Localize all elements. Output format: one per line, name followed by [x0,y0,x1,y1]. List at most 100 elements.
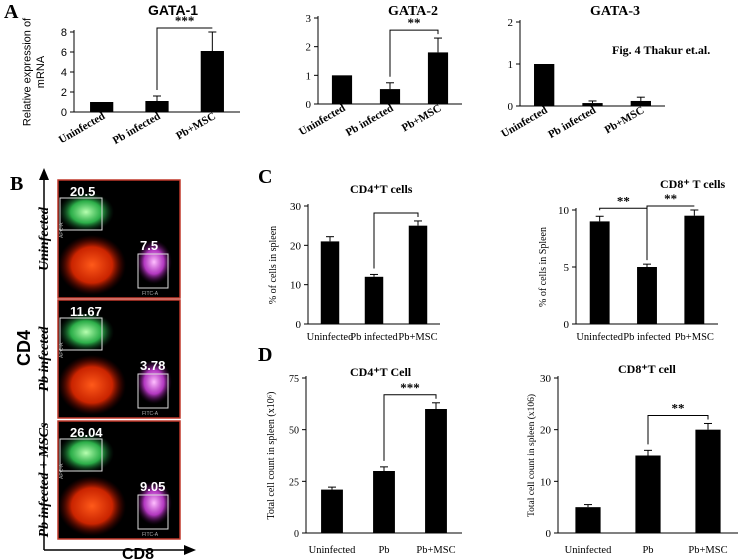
bar [684,215,705,324]
panel-label-c: C [258,166,272,188]
y-tick-label: 30 [540,373,552,385]
flow-y-axis-label: CD4 [14,330,34,366]
y-tick-label: 2 [306,42,312,54]
flow-cd4-population [58,433,114,473]
y-tick-label: 20 [540,425,552,437]
flow-gate-axis-x: FITC-A [142,411,159,417]
chart-cd8_pct: CD8⁺ T cells 0 5 10 % of cells in Spleen Unin… [538,177,726,343]
chart-title: CD8⁺T cell [618,362,676,376]
category-label: Pb infected [546,104,598,141]
category-label: Pb [378,545,389,556]
flow-plot: 20.5 7.5 APC-A FITC-A Uninfected [37,179,181,299]
bar [589,221,610,324]
bar [695,429,721,533]
flow-gate-axis-x: FITC-A [142,532,159,538]
significance-label: ** [408,15,421,30]
y-tick-label: 2 [508,17,514,29]
flow-row-label: Pb infected + MSCs [37,422,52,537]
significance-label: *** [400,380,420,395]
y-tick-label: 0 [546,528,552,540]
y-tick-label: 10 [290,280,302,292]
chart-title: CD8⁺ T cells [660,177,726,191]
chart-title: CD4⁺T Cell [350,365,412,379]
y-axis-label: % of cells in Spleen [538,227,549,307]
bar [321,489,343,533]
flow-gate-axis-y: APC-A [59,342,65,358]
y-tick-label: 10 [540,476,552,488]
bar [534,64,555,106]
flow-cd4-percent: 11.67 [70,304,102,319]
chart-title: CD4⁺T cells [350,182,413,196]
flow-y-arrow-icon [39,168,49,180]
bar [200,51,224,112]
flow-cd4-percent: 20.5 [70,184,95,199]
bar [575,507,601,533]
flow-plot: 26.04 9.05 APC-A FITC-A Pb infected + MSCs [37,420,181,540]
flow-cd4-percent: 26.04 [70,425,103,440]
bar [331,75,353,104]
category-label: Pb+MSC [688,545,727,556]
significance-label: ** [672,400,685,415]
category-label: Pb [642,545,653,556]
category-label: Pb+MSC [400,102,444,134]
flow-cd8-gate [137,253,169,289]
category-label: Pb infected [623,332,671,343]
bar [373,471,395,533]
y-tick-label: 10 [558,205,570,217]
flow-cd8-gate [137,373,169,409]
y-tick-label: 50 [289,426,299,437]
significance-bracket [383,394,437,461]
chart-cd4_count: CD4⁺T Cell 0 25 50 75 Total cell count in spl… [266,365,462,556]
flow-cytometry-panel: CD4 CD8 20.5 7.5 APC-A FITC-A Uninfected 11.6… [14,168,196,560]
y-axis-label: % of cells in spleen [268,226,279,304]
bar [427,52,449,104]
significance-label: *** [175,13,195,28]
bar [320,241,340,324]
flow-cd4-gate [59,317,103,351]
y-tick-label: 8 [61,27,67,39]
significance-label: ** [664,191,677,206]
bar [425,409,447,533]
chart-title: GATA-3 [590,4,640,19]
flow-row-label: Uninfected [37,206,52,271]
flow-cd8-population [136,360,172,404]
category-label: Uninfected [565,545,612,556]
category-label: Pb+MSC [398,332,437,343]
category-label: Pb infected [111,110,163,147]
y-tick-label: 2 [61,87,67,99]
y-tick-label: 6 [61,47,67,59]
y-tick-label: 3 [306,13,312,25]
category-label: Pb+MSC [174,110,218,142]
flow-negative-population [58,355,126,415]
flow-cd8-percent: 7.5 [140,238,158,253]
category-label: Uninfected [576,332,623,343]
y-tick-label: 30 [290,201,302,213]
flow-cd8-percent: 3.78 [140,358,165,373]
y-tick-label: 4 [61,67,67,79]
significance-label: ** [617,193,630,208]
chart-title: GATA-2 [388,4,438,19]
flow-x-arrow-icon [184,545,196,555]
bar [635,455,661,533]
category-label: Pb infected [350,332,398,343]
y-tick-label: 0 [294,529,299,540]
flow-cd4-gate [59,197,103,231]
flow-cd8-population [136,240,172,284]
panel-label-b: B [10,173,23,195]
bar [637,267,657,324]
y-tick-label: 1 [508,59,514,71]
flow-negative-population [58,235,126,295]
category-label: Pb+MSC [675,332,714,343]
y-tick-label: 0 [508,101,514,113]
flow-negative-population [58,476,126,536]
y-axis-label: Relative expression ofmRNA [22,17,47,126]
bar [582,103,603,106]
category-label: Pb infected [344,102,396,139]
y-tick-label: 5 [564,262,570,274]
y-tick-label: 0 [306,99,312,111]
figure-caption: Fig. 4 Thakur et.al. [612,43,710,57]
